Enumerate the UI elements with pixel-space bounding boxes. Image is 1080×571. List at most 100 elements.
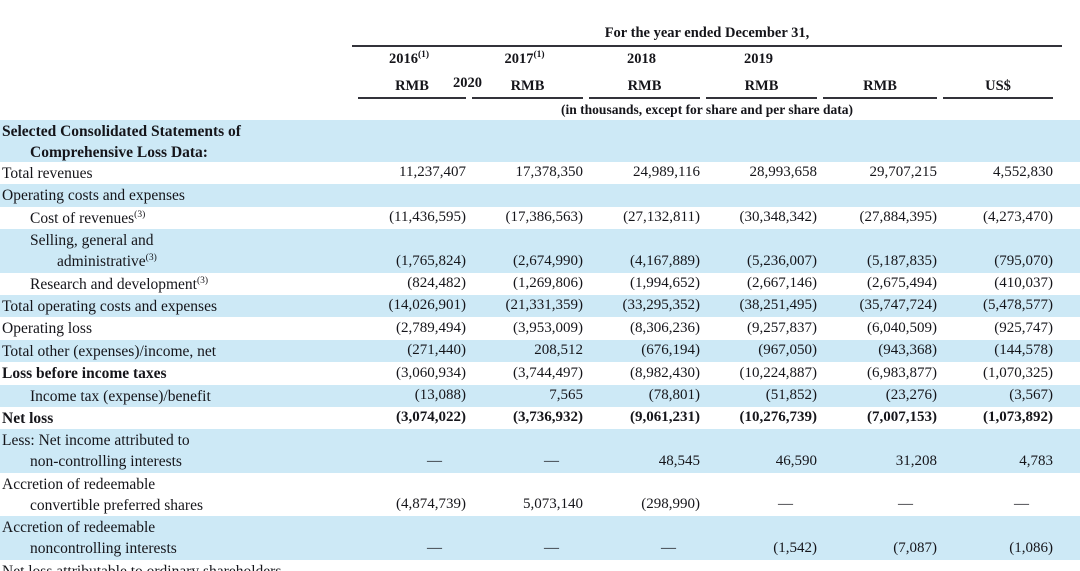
cell-value: (10,224,887) xyxy=(739,364,818,381)
cell-value: — xyxy=(544,452,559,469)
table-row: Income tax (expense)/benefit (13,088) 7,56… xyxy=(0,384,1080,408)
cell-value xyxy=(817,560,937,571)
row-label: Total revenues xyxy=(0,162,352,184)
cell-value: — xyxy=(544,539,559,556)
column-header-year: 2016(1) xyxy=(388,50,430,67)
cell-value xyxy=(700,560,817,571)
cell-value: — xyxy=(427,539,442,556)
table-row: Operating loss (2,789,494) (3,953,009) (8,3… xyxy=(0,317,1080,339)
row-label-line: Income tax (expense)/benefit xyxy=(30,387,211,405)
row-label-line: Selling, general and xyxy=(30,232,154,250)
cell-value: (298,990) xyxy=(641,496,700,513)
cell-value: (23,276) xyxy=(885,387,937,404)
cell-value xyxy=(466,120,583,163)
row-label-line: Total other (expenses)/income, net xyxy=(2,342,217,360)
row-label: Cost of revenues(3) xyxy=(0,207,352,229)
cell-value: 29,707,215 xyxy=(869,164,938,181)
cell-value: (21,331,359) xyxy=(505,297,584,314)
row-label-line: administrative(3) xyxy=(57,253,157,271)
cell-value: (1,073,892) xyxy=(983,409,1053,426)
row-label-line: Less: Net income attributed to xyxy=(2,432,190,450)
cell-value: 48,545 xyxy=(658,452,700,469)
cell-value: (3,953,009) xyxy=(513,319,583,336)
row-label: Net loss xyxy=(0,407,352,429)
cell-value: 28,993,658 xyxy=(749,164,818,181)
table-row: Net loss (3,074,022) (3,736,932) (9,061,231… xyxy=(0,407,1080,429)
table-row: Loss before income taxes (3,060,934) (3,74… xyxy=(0,362,1080,384)
cell-value: (10,276,739) xyxy=(739,409,818,426)
cell-value: 5,073,140 xyxy=(523,496,583,513)
cell-value xyxy=(583,120,700,163)
cell-value: (11,436,595) xyxy=(389,209,466,226)
unit-note: (in thousands, except for share and per … xyxy=(561,102,853,117)
row-label-line: convertible preferred shares xyxy=(30,496,203,514)
row-label-line: Operating loss xyxy=(2,320,92,338)
row-label: Total other (expenses)/income, net xyxy=(0,340,352,362)
cell-value: (14,026,901) xyxy=(388,297,467,314)
column-header-currency: RMB xyxy=(589,75,700,99)
cell-value: 31,208 xyxy=(895,452,937,469)
cell-value: 4,552,830 xyxy=(993,164,1053,181)
cell-value: (27,884,395) xyxy=(859,209,938,226)
row-label-line: Total revenues xyxy=(2,165,93,182)
cell-value: (1,086) xyxy=(1009,539,1053,556)
row-label: Research and development(3) xyxy=(0,273,352,295)
top-margin xyxy=(0,0,1080,18)
row-label-line: Loss before income taxes xyxy=(2,365,167,383)
cell-value: (7,087) xyxy=(893,539,937,556)
row-label-line: Accretion of redeemable xyxy=(2,475,156,493)
table-row: Cost of revenues(3) (11,436,595) (17,386,5… xyxy=(0,207,1080,229)
cell-value: (9,061,231) xyxy=(630,409,700,426)
cell-value: — xyxy=(427,452,442,469)
cell-value: (2,789,494) xyxy=(396,319,466,336)
cell-value: (38,251,495) xyxy=(739,297,818,314)
cell-value: — xyxy=(898,496,913,513)
cell-value: (17,386,563) xyxy=(505,209,584,226)
cell-value: (1,994,652) xyxy=(630,275,700,292)
column-header-currency: RMB xyxy=(823,75,937,99)
table-row: Selling, general and administrative(3) (1,… xyxy=(0,229,1080,273)
table-row: Accretion of redeemable convertible prefe… xyxy=(0,473,1080,517)
column-header-year: 2019 xyxy=(744,51,773,67)
row-label-line: Net loss attributable to ordinary shareh… xyxy=(0,561,352,571)
column-header-year: 2018 xyxy=(627,51,656,67)
cell-value xyxy=(937,184,1053,206)
row-label: Loss before income taxes xyxy=(0,362,352,384)
cell-value: (2,667,146) xyxy=(747,275,817,292)
table-row: Total operating costs and expenses (14,02… xyxy=(0,295,1080,318)
year-header-row: 2016(1) 2017(1) 2018 2019 2020 xyxy=(352,47,1080,91)
column-header-year: 2017(1) xyxy=(504,50,545,67)
cell-value xyxy=(700,184,817,206)
cell-value: (3,736,932) xyxy=(513,409,583,426)
cell-value: (33,295,352) xyxy=(622,297,701,314)
cell-value: 7,565 xyxy=(549,387,583,404)
cell-value: 46,590 xyxy=(775,452,817,469)
column-header-currency: RMB xyxy=(472,75,583,99)
cell-value: 24,989,116 xyxy=(633,164,700,181)
cell-value: (4,167,889) xyxy=(630,252,700,269)
cell-value xyxy=(817,184,937,206)
currency-header-row: RMB RMB RMB RMB RMB US$ xyxy=(352,75,1080,99)
cell-value xyxy=(583,560,700,571)
cell-value: (3,567) xyxy=(1009,387,1053,404)
cell-value: (7,007,153) xyxy=(867,409,937,426)
cell-value: 208,512 xyxy=(534,342,583,359)
cell-value: (3,074,022) xyxy=(396,409,466,426)
row-label: Accretion of redeemable noncontrolling in… xyxy=(0,516,352,560)
cell-value: — xyxy=(778,496,793,513)
row-label: Operating costs and expenses xyxy=(0,184,352,206)
cell-value: (925,747) xyxy=(994,319,1053,336)
cell-value: (30,348,342) xyxy=(739,209,818,226)
row-label-line: noncontrolling interests xyxy=(30,540,177,558)
cell-value: (1,765,824) xyxy=(396,252,466,269)
cell-value: (271,440) xyxy=(407,342,466,359)
cell-value: (676,194) xyxy=(641,342,700,359)
cell-value: 4,783 xyxy=(1019,452,1053,469)
cell-value: (967,050) xyxy=(758,342,817,359)
row-label: Operating loss xyxy=(0,317,352,339)
table-row: Less: Net income attributed to non-contro… xyxy=(0,429,1080,473)
cell-value: (144,578) xyxy=(994,342,1053,359)
column-header-currency: RMB xyxy=(706,75,817,99)
cell-value: (27,132,811) xyxy=(623,209,700,226)
cell-value: (4,273,470) xyxy=(983,209,1053,226)
